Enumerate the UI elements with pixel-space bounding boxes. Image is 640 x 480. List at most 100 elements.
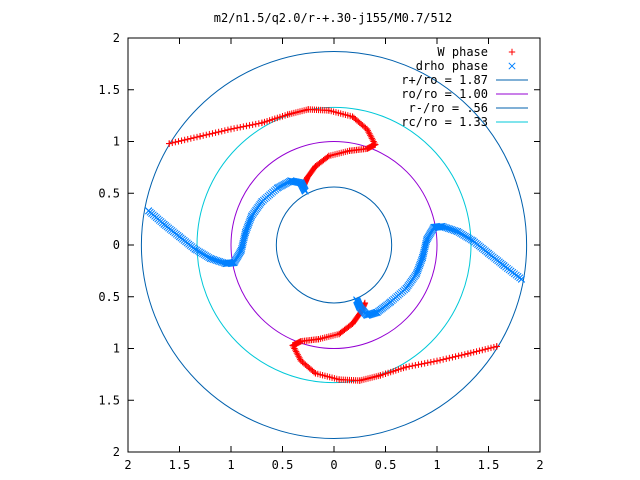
series-0-point-173	[424, 359, 431, 366]
y-tick-label-0: 2	[113, 31, 120, 45]
series-1-point-296	[230, 259, 238, 267]
radius-circle-2	[140, 50, 528, 440]
series-0-point-22	[233, 124, 241, 132]
series-0-point-303	[258, 119, 266, 127]
series-0-point-23	[237, 124, 244, 131]
series-0-point-158	[470, 349, 477, 356]
radius-circle-5	[196, 106, 472, 384]
series-0-point-172	[427, 358, 435, 366]
series-0-point-28	[252, 120, 259, 128]
series-0-point-327	[315, 335, 322, 343]
series-0-point-316	[493, 343, 500, 350]
series-0-point-25	[243, 122, 250, 130]
series-0-point-152	[487, 344, 495, 352]
series-1-point-291	[160, 220, 168, 228]
series-0-point-301	[196, 133, 204, 140]
series-0-point-161	[461, 351, 469, 358]
series-0-point-151	[490, 343, 498, 351]
x-tick-label-7: 1.5	[478, 458, 500, 472]
y-tick-label-3: 0.5	[98, 186, 120, 200]
x-tick-label-3: 0.5	[272, 458, 294, 472]
series-1-point-309	[454, 227, 462, 236]
series-0-point-302	[227, 125, 235, 133]
series-0-point-159	[467, 349, 474, 357]
x-tick-label-4: 0	[330, 458, 337, 472]
series-0-point-2	[172, 138, 179, 146]
series-0-point-4	[178, 137, 185, 144]
y-tick-label-8: 2	[113, 445, 120, 459]
series-1-point-311	[430, 223, 438, 231]
series-1-point-318	[363, 311, 371, 319]
series-0-point-6	[184, 136, 191, 143]
series-0-point-164	[452, 353, 459, 360]
series-0-point-7	[187, 135, 195, 142]
series-1-point-300	[258, 197, 266, 206]
series-0-point-317	[464, 350, 472, 357]
series-0-point-9	[193, 133, 201, 141]
series-0-point-16	[215, 128, 222, 136]
series-1-point-314	[412, 270, 420, 278]
series-0-point-18	[221, 127, 229, 134]
series-0-point-1	[169, 139, 176, 147]
legend-label-4: r-/ro = .56	[409, 101, 488, 115]
series-1-point-294	[206, 254, 214, 263]
series-0-point-154	[482, 346, 489, 353]
series-0-point-167	[443, 355, 450, 362]
series-0-point-304	[284, 111, 291, 118]
series-1-point-308	[469, 237, 477, 245]
series-0-point-156	[476, 347, 483, 354]
radius-circles	[140, 50, 528, 440]
series-0-point-5	[181, 136, 188, 144]
series-0-point-177	[412, 362, 419, 369]
series-0-point-322	[335, 376, 343, 383]
series-0-point-27	[249, 121, 256, 128]
series-0-point-328	[335, 330, 343, 338]
series-0-point-168	[439, 356, 447, 363]
series-0-point-323	[312, 370, 319, 377]
series-0-point-320	[377, 372, 384, 379]
series-0-point-155	[479, 346, 486, 354]
series-1-point-298	[241, 229, 249, 237]
x-tick-label-6: 1	[433, 458, 440, 472]
series-0-point-11	[199, 132, 207, 139]
series-0-point-166	[446, 354, 453, 362]
series-0-point-169	[436, 356, 444, 364]
y-tick-label-1: 1.5	[98, 83, 120, 97]
series-0-point-21	[230, 125, 238, 132]
series-1-point-317	[373, 308, 381, 316]
series-1-point-312	[423, 236, 431, 244]
series-0-point-319	[402, 363, 410, 371]
series-1-point-319	[356, 303, 364, 311]
series-0-point-314	[304, 174, 311, 181]
series-1-point-320	[353, 296, 361, 304]
x-tick-label-1: 1.5	[169, 458, 191, 472]
series-0-point-157	[473, 348, 480, 355]
series-0-point-176	[415, 361, 422, 368]
series-1-point-306	[500, 262, 508, 270]
series-0-point-331	[361, 299, 369, 307]
series-0-point-306	[325, 107, 333, 114]
y-tick-label-5: 0.5	[98, 290, 120, 304]
series-1-point-290	[145, 207, 153, 215]
x-tick-label-0: 2	[124, 458, 131, 472]
legend-label-2: r+/ro = 1.87	[401, 73, 488, 87]
radius-circle-4	[275, 186, 393, 304]
series-0-point-24	[240, 123, 247, 130]
series-0-point-163	[455, 352, 462, 360]
series-0-point-174	[421, 360, 428, 367]
series-1-point-316	[387, 298, 395, 306]
series-0-point-15	[212, 129, 219, 136]
series-1-point-299	[248, 212, 256, 220]
series-0-point-325	[289, 342, 296, 349]
x-tick-label-5: 0.5	[375, 458, 397, 472]
series-1-point-301	[273, 184, 281, 192]
series-0-point-305	[305, 106, 312, 113]
y-tick-label-2: 1	[113, 135, 120, 149]
series-0-point-307	[349, 113, 356, 120]
series-0-point-326	[297, 338, 305, 345]
series-0-point-12	[203, 131, 210, 139]
series-1-point-293	[191, 245, 199, 253]
phase-series	[145, 106, 526, 384]
series-0-point-8	[190, 134, 198, 141]
